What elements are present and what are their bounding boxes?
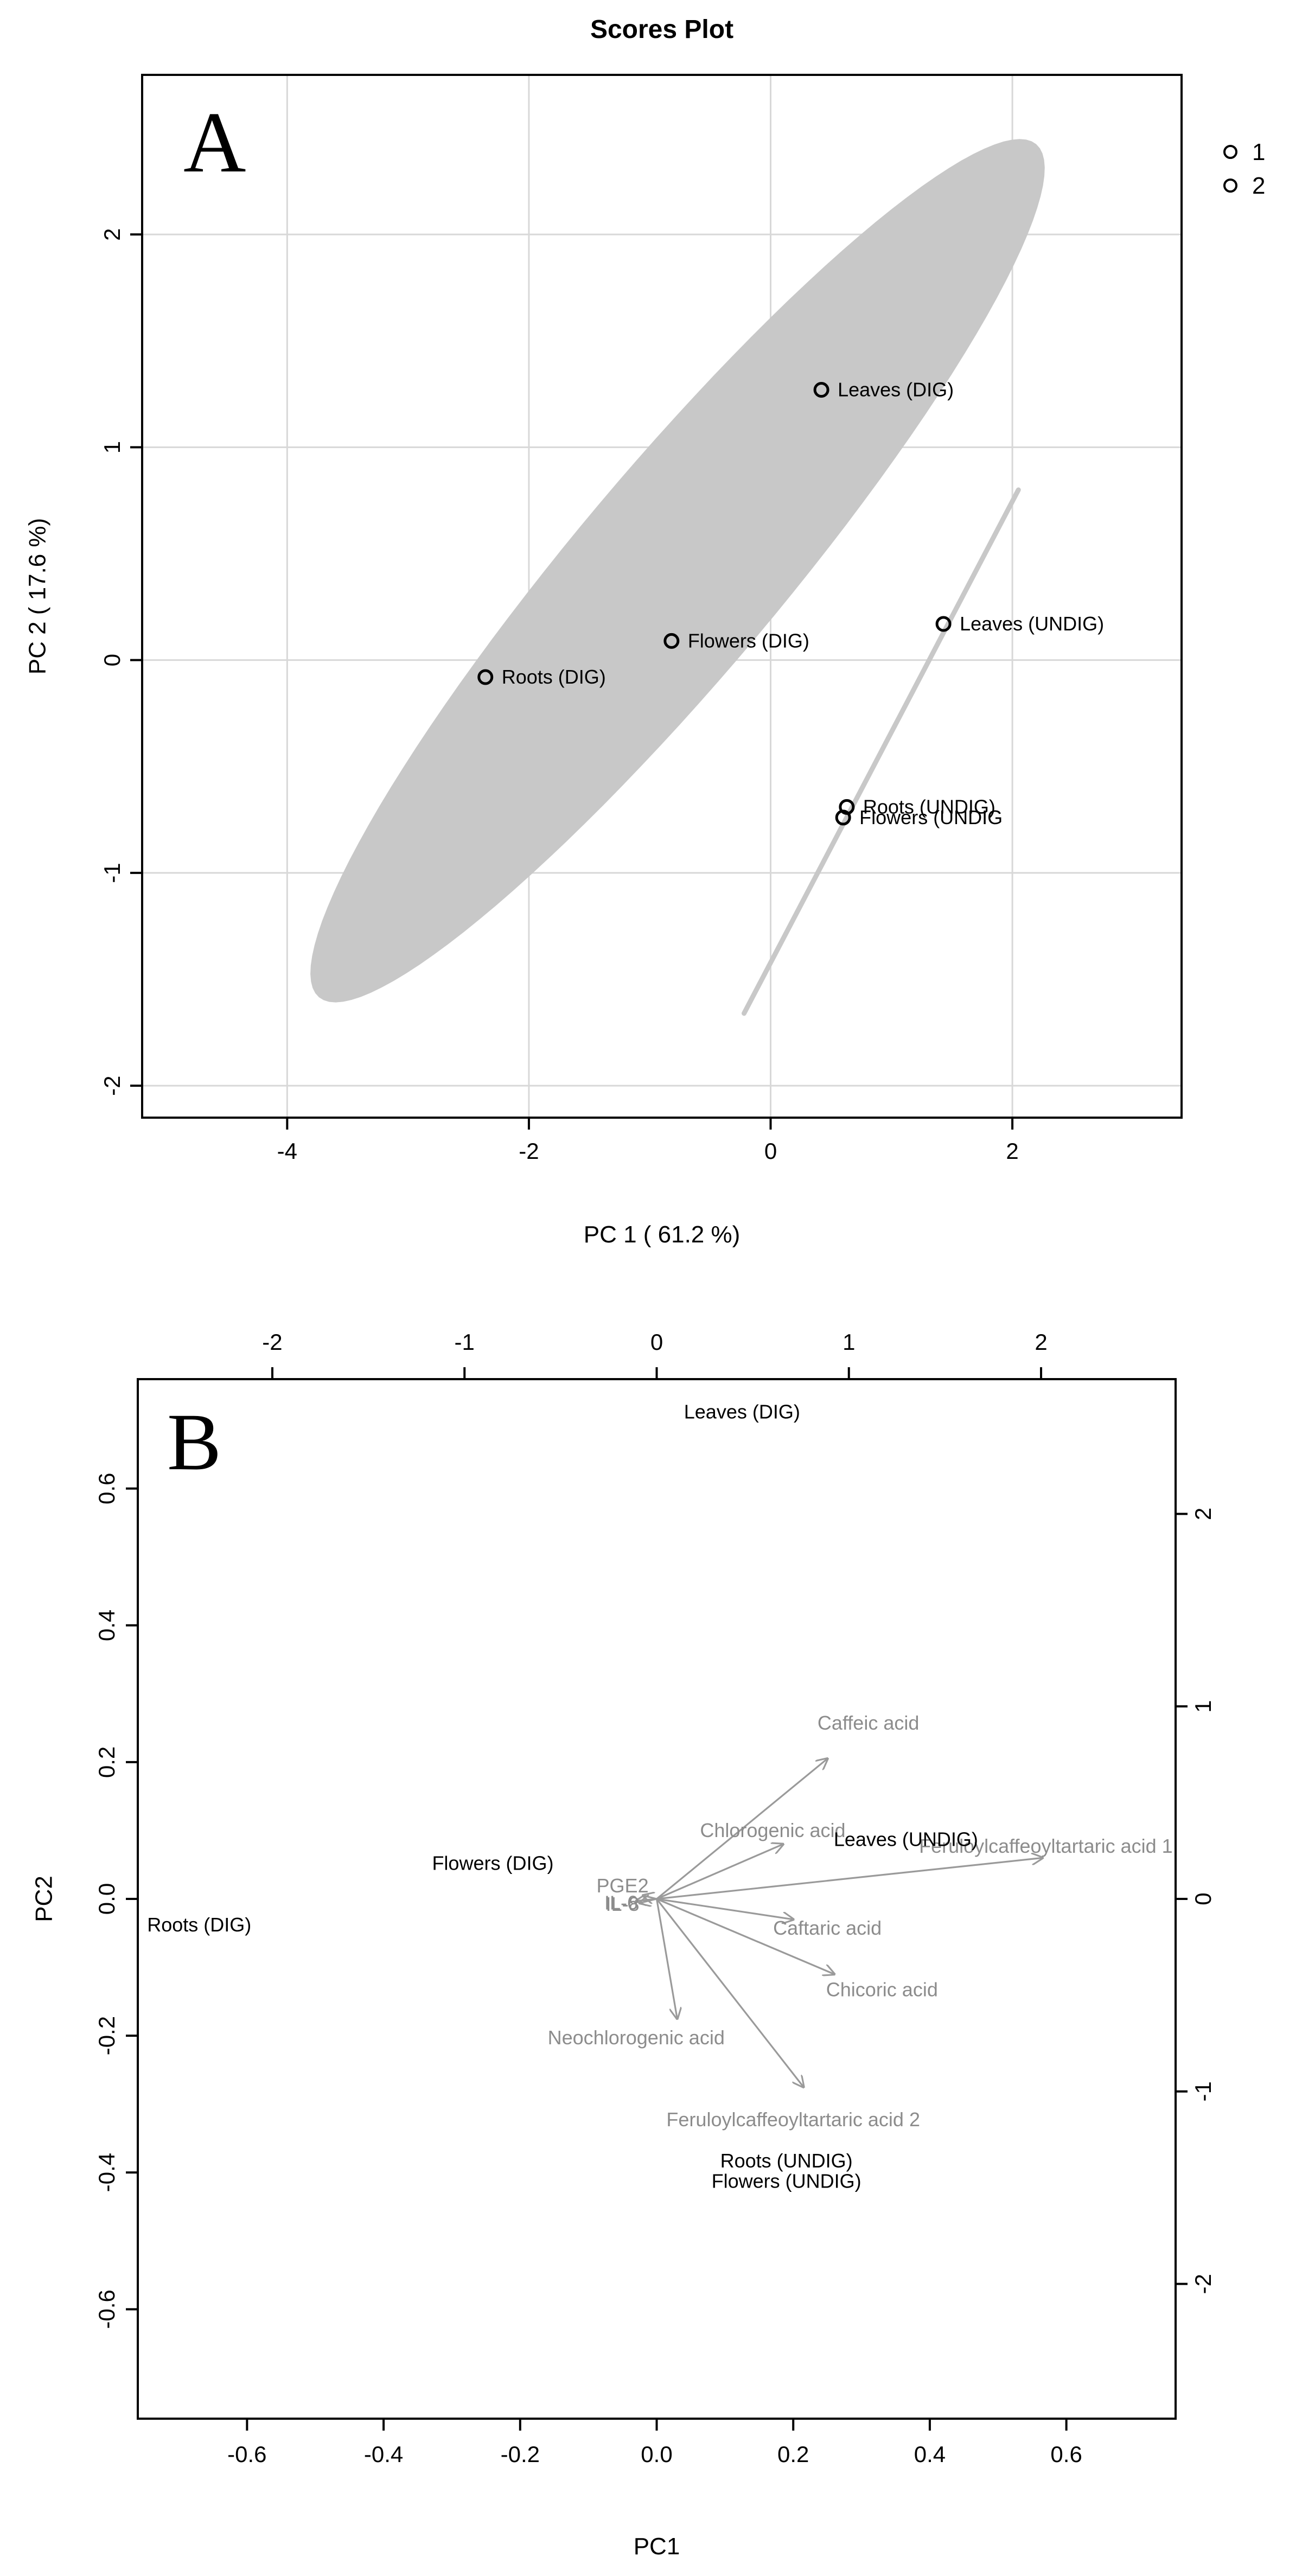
panel-b-loading-arrow (656, 1844, 783, 1900)
panel-a-point-label: Roots (UNDIG) (863, 795, 995, 818)
panel-b-y-tick-label: -0.4 (94, 2153, 119, 2192)
panel-b-x-tick-label: 0.6 (1050, 2441, 1082, 2467)
panel-a-point-label: Leaves (UNDIG) (960, 613, 1104, 635)
panel-a-point (813, 382, 829, 398)
panel-b-top-tick-label: -1 (455, 1329, 475, 1355)
panel-a-point (663, 633, 680, 649)
panel-a-point-label: Flowers (UNDIG (859, 806, 1003, 828)
panel-b-loading-arrow (656, 1898, 794, 1920)
panel-a-title: Scores Plot (590, 15, 733, 44)
panel-b-x-tick-label: 0.0 (641, 2441, 672, 2467)
panel-b-x-tick-label: 0.2 (777, 2441, 809, 2467)
panel-a-legend-marker (1223, 145, 1237, 159)
panel-b-right-tick-label: -1 (1190, 2081, 1216, 2101)
panel-a-point (935, 616, 952, 632)
panel-a-scores-plot: -4 -2 0 2 -2 -1 0 1 2 Scores Plot PC 1 ( 61.2 %) PC… (24, 15, 1266, 1248)
panel-a-point-label: Roots (DIG) (502, 666, 606, 688)
panel-b-loading-arrow (656, 1898, 804, 2087)
panel-a-y-tick-label: -1 (99, 863, 125, 883)
panel-b-y-tick-label: 0.6 (94, 1472, 119, 1504)
panel-a-x-tick-label: -2 (519, 1138, 539, 1164)
panel-a-confidence-ellipse-group-1 (310, 139, 1045, 1003)
panel-b-y-tick-label: 0.4 (94, 1610, 119, 1641)
panel-a-y-tick-label: 1 (99, 441, 125, 454)
panel-a-legend-entry: 2 (1252, 173, 1265, 199)
panel-b-y-tick-label: 0.0 (94, 1883, 119, 1915)
panel-b-sample-label: Roots (UNDIG) (720, 2150, 853, 2172)
panel-b-loading-arrow (656, 1858, 1043, 1900)
panel-a-point-label: Flowers (DIG) (688, 629, 809, 652)
panel-b-loading-label: Neochlorogenic acid (548, 2026, 725, 2049)
panel-b-x-tick-label: -0.2 (501, 2441, 540, 2467)
panel-a-letter: A (183, 94, 246, 190)
panel-a-x-tick-label: 2 (1006, 1138, 1018, 1164)
panel-b-loading-label: Feruloylcaffeoyltartaric acid 1 (919, 1835, 1173, 1857)
panel-b-right-tick-label: 2 (1190, 1508, 1216, 1520)
panel-b-x-axis-label: PC1 (634, 2533, 680, 2560)
panel-a-y-tick-label: 2 (99, 228, 125, 241)
panel-b-loading-label: Chicoric acid (826, 1979, 938, 2001)
panel-a-legend-marker (1223, 178, 1237, 193)
panel-b-right-tick-label: -2 (1190, 2274, 1216, 2294)
panel-b-right-tick-label: 0 (1190, 1892, 1216, 1905)
panel-b-loading-arrow (656, 1898, 834, 1974)
panel-a-plot-frame (141, 74, 1183, 1119)
panel-b-y-tick-label: -0.2 (94, 2016, 119, 2055)
panel-b-loading-arrow (656, 1759, 828, 1900)
panel-b-x-tick-label: -0.6 (227, 2441, 266, 2467)
panel-a-x-axis-label: PC 1 ( 61.2 %) (584, 1221, 741, 1248)
panel-b-loading-label: IL-6 (604, 1892, 638, 1914)
panel-b-sample-label: Flowers (UNDIG) (712, 2170, 861, 2192)
panel-b-sample-label: Leaves (DIG) (684, 1401, 800, 1423)
panel-b-loading-label: PGE2 (597, 1874, 649, 1897)
panel-a-y-tick-label: 0 (99, 654, 125, 666)
panel-b-loading-label: Caffeic acid (818, 1712, 919, 1734)
panel-b-loading-label: Feruloylcaffeoyltartaric acid 2 (666, 2108, 920, 2131)
panel-b-top-tick-label: 1 (843, 1329, 855, 1355)
panel-b-right-tick-label: 1 (1190, 1700, 1216, 1713)
panel-b-y-axis-label: PC2 (31, 1876, 58, 1922)
panel-b-y-tick-label: -0.6 (94, 2290, 119, 2329)
panel-a-y-axis-label: PC 2 ( 17.6 %) (24, 518, 51, 675)
panel-b-x-tick-label: 0.4 (914, 2441, 946, 2467)
panel-a-x-tick-label: 0 (764, 1138, 777, 1164)
panel-b-top-tick-label: 0 (650, 1329, 663, 1355)
panel-b-loading-label: Chlorogenic acid (700, 1819, 845, 1841)
panel-b-top-tick-label: -2 (262, 1329, 282, 1355)
panel-a-point (835, 809, 851, 826)
panel-a-confidence-ellipse-group-2 (741, 487, 1021, 1016)
panel-a-x-tick-label: -4 (277, 1138, 297, 1164)
panel-a-point-label: Leaves (DIG) (838, 379, 954, 401)
panel-b-top-tick-label: 2 (1035, 1329, 1047, 1355)
panel-b-biplot: -0.6 -0.4 -0.2 0.0 0.2 0.4 0.6 -0.6 -0.4 -0.2 0.0 0… (31, 1329, 1216, 2560)
panel-a-legend-entry: 1 (1252, 139, 1265, 165)
panel-b-y-tick-label: 0.2 (94, 1746, 119, 1778)
panel-b-loading-arrow (655, 1898, 678, 2019)
panel-b-loading-arrow (640, 1899, 657, 1903)
panel-a-point (477, 669, 494, 685)
panel-b-loading-label: Caftaric acid (773, 1917, 882, 1939)
panel-b-sample-label: Roots (DIG) (147, 1914, 251, 1936)
panel-b-sample-label: Flowers (DIG) (432, 1852, 553, 1874)
panel-b-letter: B (167, 1397, 221, 1487)
panel-a-y-tick-label: -2 (99, 1075, 125, 1095)
panel-b-loading-label: IL-8 (606, 1893, 640, 1915)
panel-b-sample-label: Leaves (UNDIG) (834, 1828, 978, 1850)
panel-b-x-tick-label: -0.4 (364, 2441, 403, 2467)
